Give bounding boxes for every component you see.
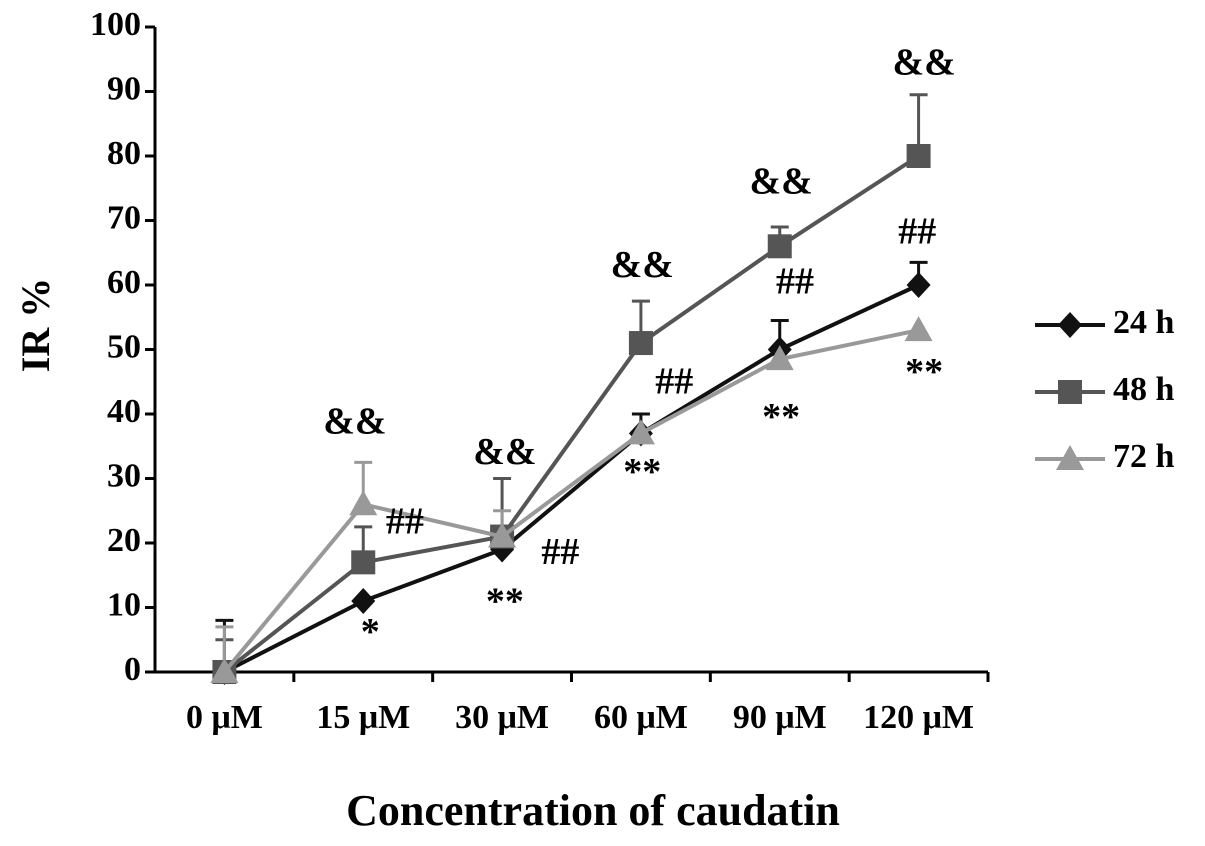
point [488,522,517,548]
series-line [223,154,920,674]
annotation: && [611,244,674,286]
annotation: && [749,161,812,203]
annotation: ** [905,351,943,393]
point [767,234,792,259]
point [351,588,376,615]
annotation: ## [541,531,579,573]
legend-label: 24 h [1113,304,1175,341]
legend-marker [1058,312,1082,338]
annotation: ## [898,210,936,252]
x-tick-label: 30 μM [455,699,549,736]
annotation: ## [776,261,814,303]
legend-marker [1058,380,1082,404]
y-tick-label: 20 [107,522,141,559]
annotation: ## [655,361,693,403]
point [904,316,933,342]
y-tick-label: 30 [107,457,141,494]
series-line [222,328,919,674]
x-tick-label: 15 μM [316,699,410,736]
annotation: ** [486,581,524,623]
annotation: * [361,611,380,653]
point [626,419,655,445]
y-tick-label: 70 [107,199,141,236]
point [765,345,794,371]
x-tick-label: 120 μM [863,699,974,736]
point [906,272,931,298]
y-tick-label: 100 [90,6,141,43]
y-axis-label: IR % [13,278,58,372]
annotation: ** [623,451,661,493]
annotation: && [473,431,536,473]
x-tick-label: 60 μM [594,699,688,736]
x-axis-label: Concentration of caudatin [346,786,840,835]
x-tick-label: 0 μM [186,699,263,736]
y-tick-label: 40 [107,393,141,430]
legend-label: 72 h [1113,438,1175,475]
y-tick-label: 60 [107,264,141,301]
y-tick-label: 10 [107,586,141,623]
y-tick-label: 80 [107,135,141,172]
annotation: && [323,401,386,443]
y-tick-label: 90 [107,70,141,107]
y-tick-label: 0 [124,651,141,688]
point [628,331,653,356]
annotation: && [892,41,955,83]
x-tick-label: 90 μM [733,699,827,736]
point [906,144,931,168]
point [210,658,239,683]
annotation: ** [762,396,800,438]
point [349,490,378,516]
legend-marker [1056,445,1084,470]
series-line [223,283,920,674]
legend-label: 48 h [1113,371,1175,408]
annotation: ## [386,501,424,543]
point [351,550,376,575]
y-tick-label: 50 [107,328,141,365]
